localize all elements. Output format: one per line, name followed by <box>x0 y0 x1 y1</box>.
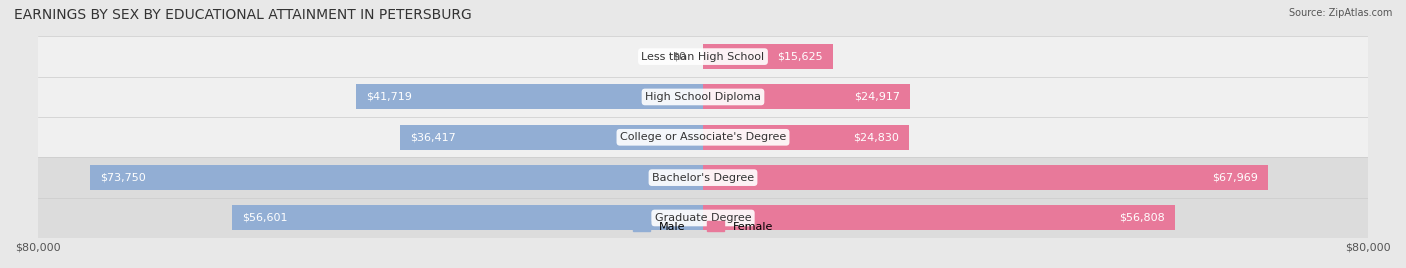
Bar <box>703 125 910 150</box>
Text: Bachelor's Degree: Bachelor's Degree <box>652 173 754 183</box>
Text: $56,601: $56,601 <box>242 213 288 223</box>
Text: College or Associate's Degree: College or Associate's Degree <box>620 132 786 142</box>
Text: $15,625: $15,625 <box>778 52 823 62</box>
Text: Source: ZipAtlas.com: Source: ZipAtlas.com <box>1288 8 1392 18</box>
Text: $41,719: $41,719 <box>366 92 412 102</box>
Bar <box>703 84 910 109</box>
Legend: Male, Female: Male, Female <box>628 217 778 237</box>
Text: High School Diploma: High School Diploma <box>645 92 761 102</box>
Text: $67,969: $67,969 <box>1212 173 1258 183</box>
Bar <box>232 206 703 230</box>
Bar <box>38 158 1368 198</box>
Text: $73,750: $73,750 <box>100 173 145 183</box>
Bar <box>38 77 1368 117</box>
Bar <box>703 206 1175 230</box>
Text: $24,830: $24,830 <box>853 132 900 142</box>
Bar <box>38 198 1368 238</box>
Bar <box>703 44 832 69</box>
Text: $56,808: $56,808 <box>1119 213 1166 223</box>
Text: Graduate Degree: Graduate Degree <box>655 213 751 223</box>
Text: $36,417: $36,417 <box>411 132 456 142</box>
Text: EARNINGS BY SEX BY EDUCATIONAL ATTAINMENT IN PETERSBURG: EARNINGS BY SEX BY EDUCATIONAL ATTAINMEN… <box>14 8 472 22</box>
Text: Less than High School: Less than High School <box>641 52 765 62</box>
Bar <box>38 117 1368 158</box>
Text: $24,917: $24,917 <box>855 92 900 102</box>
Bar <box>38 36 1368 77</box>
Bar <box>90 165 703 190</box>
Text: $0: $0 <box>672 52 686 62</box>
Bar <box>356 84 703 109</box>
Bar <box>703 165 1268 190</box>
Bar <box>401 125 703 150</box>
